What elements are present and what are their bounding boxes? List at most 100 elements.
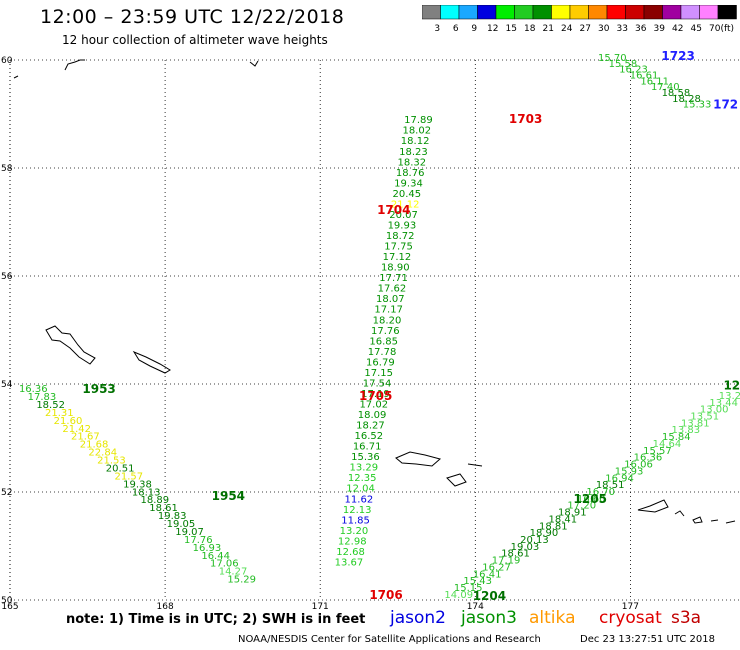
latitude-tick-label: 52: [1, 488, 12, 498]
wave-height-label: 17.19: [361, 389, 390, 400]
wave-height-label: 15.15: [454, 583, 483, 594]
wave-height-label: 21.60: [54, 416, 83, 427]
wave-height-label: 15.93: [615, 466, 644, 477]
pass-time-label: 172: [713, 98, 738, 112]
wave-height-label: 18.09: [358, 410, 387, 421]
pass-time-label: 12: [723, 378, 740, 392]
wave-height-label: 16.61: [630, 71, 659, 82]
wave-height-label: 13.67: [335, 557, 364, 568]
wave-height-label: 17.89: [404, 115, 433, 126]
legend-cryosat: cryosat: [599, 608, 662, 628]
wave-height-label: 16.79: [366, 357, 395, 368]
longitude-tick-label: 165: [1, 602, 18, 610]
wave-height-label: 18.13: [132, 487, 161, 498]
latitude-tick-label: 58: [1, 164, 13, 174]
wave-height-label: 20.45: [393, 189, 422, 200]
wave-height-label: 18.23: [399, 147, 428, 158]
pass-time-label: 1706: [369, 588, 402, 602]
wave-height-label: 18.02: [402, 126, 431, 137]
page-subtitle: 12 hour collection of altimeter wave hei…: [62, 33, 328, 47]
wave-height-label: 19.07: [175, 527, 204, 538]
wave-height-label: 11.62: [345, 494, 374, 505]
wave-height-label: 21.42: [62, 424, 91, 435]
wave-height-label: 15.58: [609, 59, 638, 70]
island-rat-5: [725, 520, 736, 524]
wave-height-label: 17.75: [384, 242, 413, 253]
wave-height-label: 16.44: [201, 551, 230, 562]
wave-height-label: 16.27: [482, 562, 511, 573]
wave-height-label: 18.12: [401, 136, 430, 147]
wave-height-label: 17.54: [363, 378, 392, 389]
legend-altika: altika: [529, 608, 576, 628]
wave-height-label: 15.70: [598, 53, 627, 64]
wave-height-label: 12.04: [346, 484, 375, 495]
island-kamchatka-tip: [45, 325, 96, 365]
wave-height-label: 19.03: [511, 542, 540, 553]
color-scale-bar: 3 6 9 12 15 18 21 24 27 30 33 36 39 42 45 70 (ft): [422, 5, 737, 33]
color-scale-label: 45: [691, 24, 702, 33]
wave-height-label: 17.76: [371, 326, 400, 337]
wave-height-label: 18.61: [501, 549, 530, 560]
wave-height-label: 16.36: [634, 453, 663, 464]
longitude-tick-label: 171: [312, 602, 329, 610]
coastline-top-left-2: [13, 75, 19, 79]
footer-credit: NOAA/NESDIS Center for Satellite Applica…: [238, 634, 541, 645]
wave-height-label: 17.17: [374, 305, 403, 316]
wave-height-label: 18.52: [36, 400, 65, 411]
wave-height-label: 17.71: [379, 273, 408, 284]
wave-height-label: 18.20: [373, 315, 402, 326]
wave-height-label: 17.40: [651, 82, 680, 93]
wave-height-label: 13.00: [700, 405, 729, 416]
wave-height-label: 19.34: [394, 178, 423, 189]
page-title: 12:00 – 23:59 UTC 12/22/2018: [40, 6, 345, 28]
pass-time-label: 1954: [212, 489, 245, 503]
wave-height-label: 17.15: [364, 368, 393, 379]
wave-height-label: 18.41: [549, 514, 578, 525]
wave-height-label: 15.36: [351, 452, 380, 463]
latitude-tick-label: 50: [1, 596, 13, 606]
color-scale-label: 15: [506, 24, 517, 33]
wave-height-label: 17.19: [492, 556, 521, 567]
wave-height-label: 15.29: [227, 575, 256, 586]
wave-height-label: 15.43: [463, 576, 492, 587]
pass-time-label: 1705: [359, 389, 392, 403]
legend-s3a: s3a: [671, 608, 702, 628]
wave-height-label: 11.85: [341, 515, 370, 526]
color-scale-label: 9: [471, 24, 477, 33]
wave-height-label: 13.51: [690, 412, 719, 423]
wave-height-label: 16.52: [354, 431, 383, 442]
wave-height-label: 18.58: [662, 88, 691, 99]
wave-height-label: 19.05: [167, 519, 196, 530]
color-scale-label: 21: [543, 24, 554, 33]
wave-height-label: 18.28: [672, 94, 701, 105]
wave-height-label: 15.84: [662, 432, 691, 443]
wave-height-label: 17.76: [184, 535, 213, 546]
wave-height-label: 13.81: [681, 418, 710, 429]
latitude-tick-label: 56: [1, 272, 13, 282]
wave-height-label: 18.89: [141, 495, 170, 506]
color-scale-label: (ft): [720, 24, 734, 33]
color-swatch: [717, 5, 737, 20]
wave-height-label: 12.68: [336, 547, 365, 558]
wave-height-label: 21.53: [97, 456, 126, 467]
pass-time-label: 1704: [377, 203, 410, 217]
wave-height-label: 18.27: [356, 421, 385, 432]
coastline-top-mid: [249, 60, 259, 67]
wave-height-label: 16.11: [640, 76, 669, 87]
island-rat-4: [710, 519, 719, 522]
wave-height-label: 16.71: [353, 442, 382, 453]
legend-jason2: jason2: [390, 608, 446, 628]
wave-height-label: 16.93: [193, 543, 222, 554]
wave-height-label: 19.93: [388, 220, 417, 231]
wave-height-label: 15.33: [683, 100, 712, 111]
wave-height-label: 16.94: [605, 473, 634, 484]
wave-height-label: 14.64: [653, 439, 682, 450]
pass-time-label: 1703: [509, 112, 542, 126]
island-attu: [395, 451, 442, 467]
color-scale-label: 42: [672, 24, 683, 33]
altimeter-tracks: 17.8918.0218.1218.2318.3218.7619.3420.45…: [19, 49, 740, 601]
wave-height-label: 21.67: [71, 432, 100, 443]
longitude-tick-label: 177: [622, 602, 639, 610]
wave-height-label: 18.90: [530, 528, 559, 539]
